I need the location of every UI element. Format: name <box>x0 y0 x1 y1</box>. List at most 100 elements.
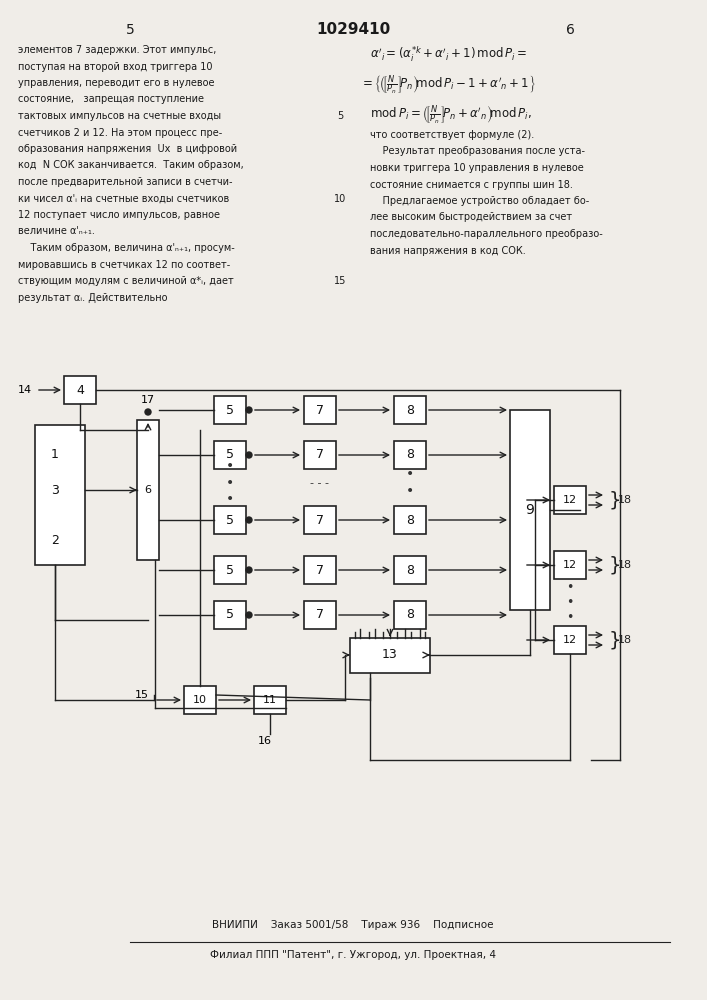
Text: 15: 15 <box>135 690 149 700</box>
Text: элементов 7 задержки. Этот импульс,: элементов 7 задержки. Этот импульс, <box>18 45 216 55</box>
Circle shape <box>246 567 252 573</box>
Text: 18: 18 <box>618 560 632 570</box>
Bar <box>214 396 246 424</box>
Text: 2: 2 <box>51 534 59 546</box>
Bar <box>137 420 159 560</box>
Bar <box>394 556 426 584</box>
Text: 5: 5 <box>126 23 134 37</box>
Text: 6: 6 <box>144 485 151 495</box>
Text: ки чисел α'ᵢ на счетные входы счетчиков: ки чисел α'ᵢ на счетные входы счетчиков <box>18 194 229 204</box>
Bar <box>254 686 286 714</box>
Bar <box>35 425 85 565</box>
Text: тактовых импульсов на счетные входы: тактовых импульсов на счетные входы <box>18 111 221 121</box>
Text: 8: 8 <box>406 403 414 416</box>
Text: 12: 12 <box>563 495 577 505</box>
Circle shape <box>246 452 252 458</box>
Text: лее высоким быстродействием за счет: лее высоким быстродействием за счет <box>370 213 572 223</box>
Text: 5: 5 <box>226 564 234 576</box>
Text: 7: 7 <box>316 564 324 576</box>
Text: Результат преобразования после уста-: Результат преобразования после уста- <box>370 146 585 156</box>
Bar <box>510 410 550 610</box>
Text: 6: 6 <box>566 23 574 37</box>
Bar <box>554 486 586 514</box>
Bar <box>304 601 336 629</box>
Text: 12 поступает число импульсов, равное: 12 поступает число импульсов, равное <box>18 210 220 220</box>
Text: управления, переводит его в нулевое: управления, переводит его в нулевое <box>18 78 214 88</box>
Text: 15: 15 <box>334 276 346 286</box>
Text: 18: 18 <box>618 635 632 645</box>
Text: 3: 3 <box>51 484 59 496</box>
Text: величине α'ₙ₊₁.: величине α'ₙ₊₁. <box>18 227 95 236</box>
Bar <box>304 506 336 534</box>
Text: 7: 7 <box>316 514 324 526</box>
Bar <box>40 441 70 469</box>
Text: 7: 7 <box>316 608 324 621</box>
Text: $= \left\{\!\left(\!\left[\frac{N}{P_n}\right]\!P_n\right)\!\mathrm{mod}\,P_i - : $= \left\{\!\left(\!\left[\frac{N}{P_n}\… <box>360 73 536 96</box>
Text: Предлагаемое устройство обладает бо-: Предлагаемое устройство обладает бо- <box>370 196 589 206</box>
Text: 12: 12 <box>563 560 577 570</box>
Text: последовательно-параллельного преобразо-: последовательно-параллельного преобразо- <box>370 229 603 239</box>
Bar <box>304 396 336 424</box>
Bar <box>40 526 70 554</box>
Text: 8: 8 <box>406 608 414 621</box>
Text: 1: 1 <box>51 448 59 462</box>
Text: 5: 5 <box>226 608 234 621</box>
Text: ВНИИПИ    Заказ 5001/58    Тираж 936    Подписное: ВНИИПИ Заказ 5001/58 Тираж 936 Подписное <box>212 920 493 930</box>
Text: 13: 13 <box>382 648 398 662</box>
Text: - - -: - - - <box>310 478 329 488</box>
Bar <box>394 396 426 424</box>
Text: результат αᵢ. Действительно: результат αᵢ. Действительно <box>18 292 168 303</box>
Text: 1029410: 1029410 <box>316 22 390 37</box>
Text: мировавшись в счетчиках 12 по соответ-: мировавшись в счетчиках 12 по соответ- <box>18 259 230 269</box>
Circle shape <box>246 517 252 523</box>
Text: }: } <box>609 490 621 510</box>
Text: 7: 7 <box>316 403 324 416</box>
Text: 18: 18 <box>618 495 632 505</box>
Text: 5: 5 <box>226 448 234 462</box>
Text: состояние,   запрещая поступление: состояние, запрещая поступление <box>18 95 204 104</box>
Bar <box>304 441 336 469</box>
Text: $\mathrm{mod}\,P_i = \left(\!\left[\frac{N}{P_n}\right]\!P_n + \alpha'_n\right)\: $\mathrm{mod}\,P_i = \left(\!\left[\frac… <box>370 103 532 126</box>
Text: }: } <box>609 631 621 650</box>
Bar <box>554 626 586 654</box>
Text: •
•: • • <box>406 467 414 498</box>
Text: }: } <box>609 556 621 574</box>
Text: 10: 10 <box>193 695 207 705</box>
Text: $\alpha'_i = (\alpha^{*k}_i + \alpha'_i + 1)\,\mathrm{mod}\,P_i =$: $\alpha'_i = (\alpha^{*k}_i + \alpha'_i … <box>370 45 527 64</box>
Bar <box>214 506 246 534</box>
Text: 4: 4 <box>76 383 84 396</box>
Text: 16: 16 <box>258 736 272 746</box>
Bar <box>394 601 426 629</box>
Text: 5: 5 <box>337 111 343 121</box>
Text: Таким образом, величина α'ₙ₊₁, просум-: Таким образом, величина α'ₙ₊₁, просум- <box>18 243 235 253</box>
Bar <box>184 686 216 714</box>
Text: Филиал ППП "Патент", г. Ужгород, ул. Проектная, 4: Филиал ППП "Патент", г. Ужгород, ул. Про… <box>210 950 496 960</box>
Text: ствующим модулям с величиной α*ᵢ, дает: ствующим модулям с величиной α*ᵢ, дает <box>18 276 234 286</box>
Bar <box>554 551 586 579</box>
Circle shape <box>246 407 252 413</box>
Text: 8: 8 <box>406 564 414 576</box>
Text: 8: 8 <box>406 448 414 462</box>
Text: 10: 10 <box>334 194 346 204</box>
Text: код  N СОК заканчивается.  Таким образом,: код N СОК заканчивается. Таким образом, <box>18 160 244 170</box>
Text: 17: 17 <box>141 395 155 405</box>
Text: поступая на второй вход триггера 10: поступая на второй вход триггера 10 <box>18 62 213 72</box>
Bar <box>40 476 70 504</box>
Text: •
•
•: • • • <box>226 459 234 506</box>
Bar <box>214 601 246 629</box>
Bar <box>214 441 246 469</box>
Bar <box>394 441 426 469</box>
Text: 8: 8 <box>406 514 414 526</box>
Text: 5: 5 <box>226 403 234 416</box>
Text: 11: 11 <box>263 695 277 705</box>
Bar <box>304 556 336 584</box>
Text: состояние снимается с группы шин 18.: состояние снимается с группы шин 18. <box>370 180 573 190</box>
Text: образования напряжения  Uх  в цифровой: образования напряжения Uх в цифровой <box>18 144 237 154</box>
Text: 12: 12 <box>563 635 577 645</box>
Bar <box>350 638 430 672</box>
Text: 14: 14 <box>18 385 32 395</box>
Text: 9: 9 <box>525 503 534 517</box>
Bar <box>64 376 96 404</box>
Text: 7: 7 <box>316 448 324 462</box>
Circle shape <box>246 612 252 618</box>
